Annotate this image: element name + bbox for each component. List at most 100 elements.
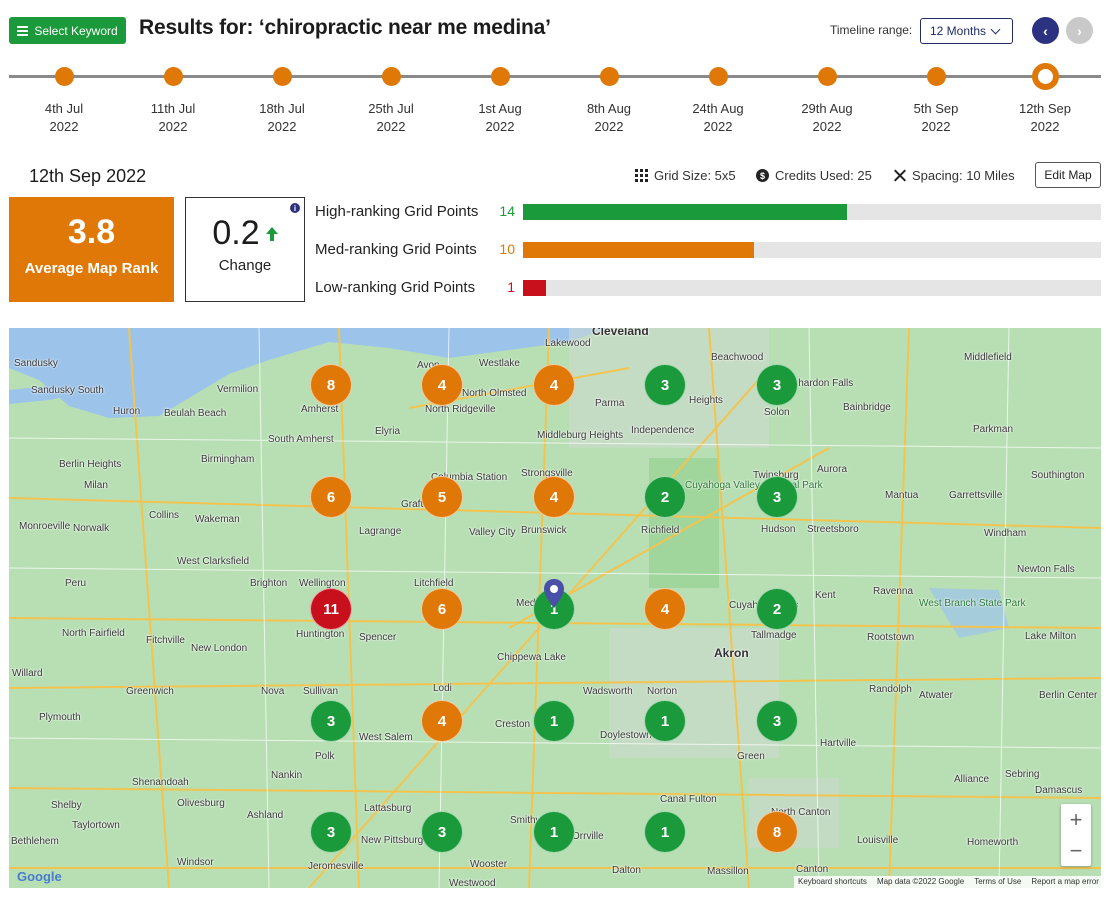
rank-grid-map[interactable]: Cleveland Lakewood Beachwood Middlefield San… xyxy=(9,328,1101,888)
map-place-label: Sandusky South xyxy=(31,385,104,396)
map-place-label: Strongsville xyxy=(521,468,573,479)
grid-rank-pin[interactable]: 3 xyxy=(756,476,798,518)
timeline-range-label: Timeline range: xyxy=(830,23,913,37)
zoom-out-button[interactable]: − xyxy=(1069,837,1083,863)
timeline-point[interactable] xyxy=(599,67,619,86)
grid-rank-pin[interactable]: 2 xyxy=(644,476,686,518)
grid-rank-pin[interactable]: 1 xyxy=(533,700,575,742)
grid-rank-pin[interactable]: 3 xyxy=(310,811,352,853)
grid-rank-pin[interactable]: 3 xyxy=(644,364,686,406)
next-button[interactable]: › xyxy=(1066,17,1093,44)
timeline-point[interactable] xyxy=(817,67,837,86)
grid-rank-pin[interactable]: 6 xyxy=(310,476,352,518)
map-place-label: Shelby xyxy=(51,800,82,811)
grid-rank-pin[interactable]: 4 xyxy=(644,588,686,630)
map-place-label: Akron xyxy=(714,646,749,660)
chevron-right-icon: › xyxy=(1077,22,1082,39)
timeline-point[interactable] xyxy=(163,67,183,86)
timeline-point[interactable] xyxy=(272,67,292,86)
timeline-date: 12th Sep 2022 xyxy=(1005,100,1085,136)
grid-rank-pin[interactable]: 3 xyxy=(756,700,798,742)
map-place-label: North Olmsted xyxy=(462,388,527,399)
timeline-point[interactable] xyxy=(1031,63,1059,90)
map-place-label: Beulah Beach xyxy=(164,408,227,419)
grid-rank-pin[interactable]: 1 xyxy=(533,811,575,853)
map-place-label: Valley City xyxy=(469,527,516,538)
map-place-label: Orrville xyxy=(572,831,604,842)
arrow-up-icon xyxy=(265,226,278,241)
select-keyword-button[interactable]: Select Keyword xyxy=(9,17,126,44)
grid-rank-pin[interactable]: 6 xyxy=(421,588,463,630)
timeline-point[interactable] xyxy=(708,67,728,86)
grid-rank-pin[interactable]: 8 xyxy=(310,364,352,406)
ranking-bar-label: Low-ranking Grid Points xyxy=(315,279,476,296)
grid-rank-pin[interactable]: 8 xyxy=(756,811,798,853)
timeline-year: 2022 xyxy=(49,119,79,134)
grid-rank-pin[interactable]: 4 xyxy=(421,700,463,742)
grid-rank-pin[interactable]: 11 xyxy=(310,588,352,630)
map-place-label: Peru xyxy=(65,578,87,589)
zoom-in-button[interactable]: + xyxy=(1069,806,1083,832)
map-place-label: Massillon xyxy=(707,866,749,877)
timeline-day: 1st Aug xyxy=(478,101,522,116)
terms-link[interactable]: Terms of Use xyxy=(974,877,1022,886)
report-error-link[interactable]: Report a map error xyxy=(1031,877,1099,886)
timeline-point[interactable] xyxy=(926,67,946,86)
timeline-year: 2022 xyxy=(376,119,406,134)
timeline-point[interactable] xyxy=(381,67,401,86)
grid-rank-pin[interactable]: 4 xyxy=(533,476,575,518)
timeline-day: 25th Jul xyxy=(368,101,414,116)
map-place-label: Brighton xyxy=(250,578,288,589)
map-place-label: Westlake xyxy=(479,358,520,369)
map-place-label: West Branch State Park xyxy=(919,598,1026,609)
map-place-label: Doylestown xyxy=(600,730,652,741)
grid-rank-pin[interactable]: 5 xyxy=(421,476,463,518)
ranking-bar-count: 10 xyxy=(499,241,515,257)
grid-rank-pin[interactable]: 1 xyxy=(644,811,686,853)
timeline-day: 11th Jul xyxy=(150,101,196,116)
grid-rank-pin[interactable]: 4 xyxy=(421,364,463,406)
grid-rank-pin[interactable]: 3 xyxy=(756,364,798,406)
timeline-year: 2022 xyxy=(594,119,624,134)
map-place-label: Cleveland xyxy=(592,328,649,338)
edit-map-button[interactable]: Edit Map xyxy=(1035,162,1101,188)
timeline-year: 2022 xyxy=(812,119,842,134)
grid-rank-pin[interactable]: 1 xyxy=(533,588,575,630)
timeline-range-select[interactable]: 12 Months xyxy=(920,18,1013,44)
ranking-bar-row: High-ranking Grid Points 14 xyxy=(315,203,1101,221)
keyboard-shortcuts-link[interactable]: Keyboard shortcuts xyxy=(798,877,867,886)
map-place-label: Rootstown xyxy=(867,632,915,643)
map-place-label: Dalton xyxy=(612,865,641,876)
map-place-label: North Ridgeville xyxy=(425,404,496,415)
previous-button[interactable]: ‹ xyxy=(1032,17,1059,44)
map-place-label: Vermilion xyxy=(217,384,259,395)
map-place-label: Middleburg Heights xyxy=(537,430,624,441)
map-place-label: Fitchville xyxy=(146,635,185,646)
timeline-day: 29th Aug xyxy=(801,101,853,116)
grid-rank-pin[interactable]: 4 xyxy=(533,364,575,406)
ranking-bar-row: Med-ranking Grid Points 10 xyxy=(315,241,1101,259)
map-data-text: Map data ©2022 Google xyxy=(876,877,965,886)
grid-rank-pin[interactable]: 3 xyxy=(310,700,352,742)
timeline-point[interactable] xyxy=(54,67,74,86)
map-place-label: Randolph xyxy=(869,684,912,695)
map-place-label: Chardon Falls xyxy=(791,378,854,389)
ranking-bar-track xyxy=(523,242,1101,258)
ranking-bar-track xyxy=(523,204,1101,220)
ranking-bar-fill xyxy=(523,280,547,296)
map-place-label: Damascus xyxy=(1035,785,1083,796)
timeline-point[interactable] xyxy=(490,67,510,86)
info-icon[interactable]: i xyxy=(290,203,300,213)
map-place-label: Plymouth xyxy=(39,712,81,723)
grid-rank-pin[interactable]: 3 xyxy=(421,811,463,853)
timeline-day: 24th Aug xyxy=(692,101,744,116)
map-place-label: Windsor xyxy=(177,857,214,868)
list-icon xyxy=(17,25,29,36)
grid-rank-pin[interactable]: 1 xyxy=(644,700,686,742)
map-place-label: Lodi xyxy=(433,683,452,694)
map-place-label: Huntington xyxy=(296,629,345,640)
grid-rank-pin[interactable]: 2 xyxy=(756,588,798,630)
map-place-label: Sullivan xyxy=(303,686,339,697)
spacing-text: Spacing: 10 Miles xyxy=(912,168,1015,183)
map-place-label: Hudson xyxy=(761,524,796,535)
